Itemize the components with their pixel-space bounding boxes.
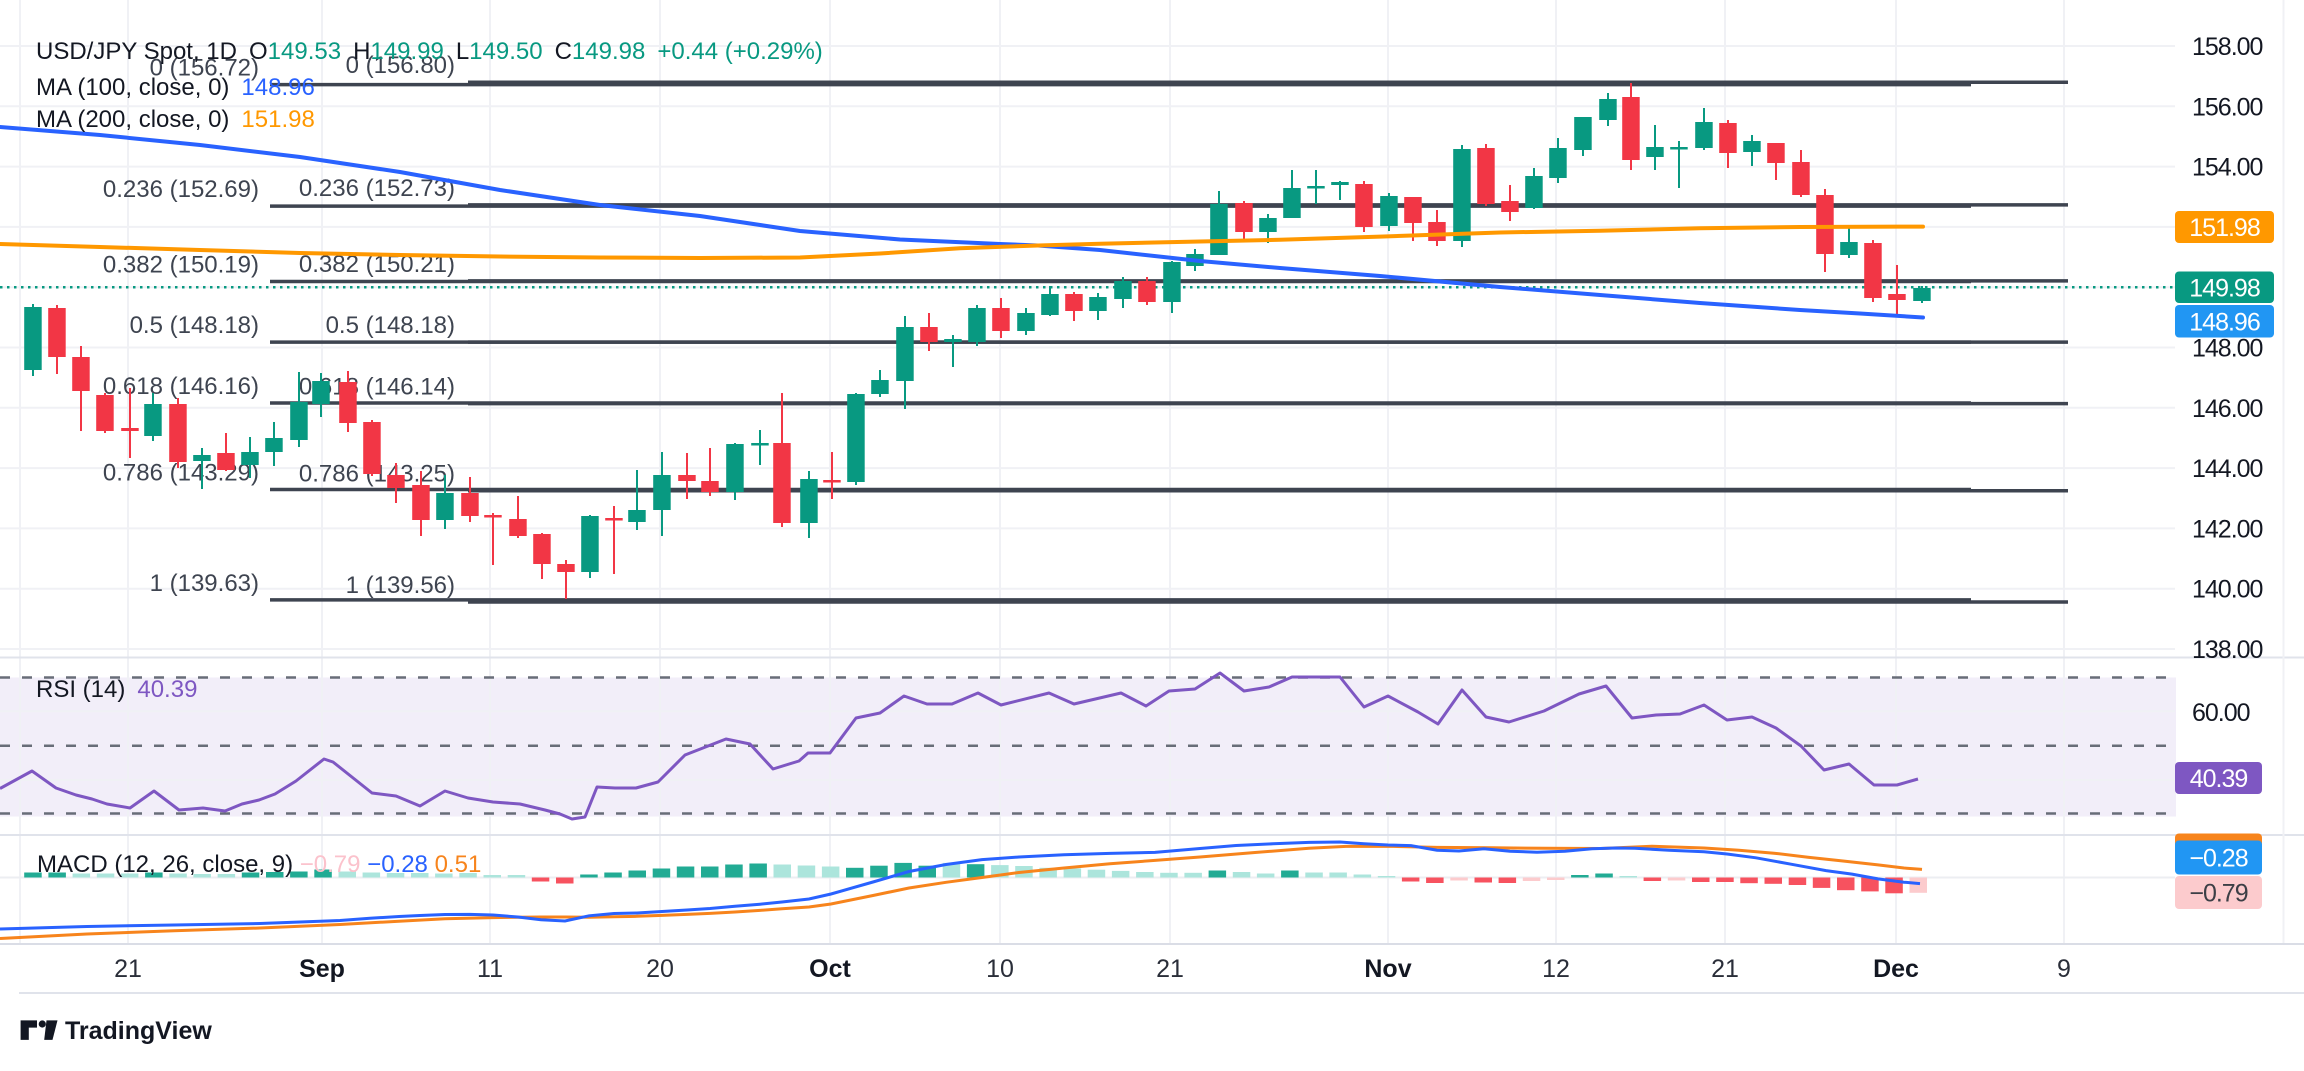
svg-text:MACD (12, 26, close, 9) −0.79: MACD (12, 26, close, 9) −0.79 −0.28 0.51 — [37, 851, 481, 878]
svg-text:MA (200, close, 0) 151.98: MA (200, close, 0) 151.98 — [36, 106, 315, 133]
svg-text:158.00: 158.00 — [2192, 33, 2263, 61]
svg-text:149.98: 149.98 — [2189, 274, 2260, 302]
svg-text:20: 20 — [646, 955, 674, 983]
svg-text:1 (139.63): 1 (139.63) — [150, 570, 259, 597]
svg-text:138.00: 138.00 — [2192, 636, 2263, 664]
svg-text:0.618 (146.16): 0.618 (146.16) — [103, 373, 259, 400]
svg-text:11: 11 — [477, 955, 503, 983]
svg-text:146.00: 146.00 — [2192, 395, 2263, 423]
svg-text:40.39: 40.39 — [2190, 765, 2248, 793]
svg-text:0.5 (148.18): 0.5 (148.18) — [326, 312, 455, 339]
svg-text:−0.79: −0.79 — [2189, 880, 2247, 908]
svg-text:0 (156.72): 0 (156.72) — [150, 55, 259, 82]
svg-text:Dec: Dec — [1873, 955, 1919, 983]
svg-text:154.00: 154.00 — [2192, 154, 2263, 182]
svg-text:144.00: 144.00 — [2192, 455, 2263, 483]
svg-text:0.236 (152.69): 0.236 (152.69) — [103, 176, 259, 203]
svg-text:0.382 (150.19): 0.382 (150.19) — [103, 252, 259, 279]
svg-text:TradingView: TradingView — [65, 1017, 212, 1045]
svg-text:0.236 (152.73): 0.236 (152.73) — [299, 175, 455, 202]
svg-text:9: 9 — [2057, 955, 2071, 983]
svg-text:151.98: 151.98 — [2189, 214, 2260, 242]
svg-text:USD/JPY Spot, 1D O149.53 H149.: USD/JPY Spot, 1D O149.53 H149.99 L149.50… — [36, 38, 823, 65]
svg-text:MA (100, close, 0) 148.96: MA (100, close, 0) 148.96 — [36, 74, 315, 101]
svg-text:156.00: 156.00 — [2192, 93, 2263, 121]
svg-text:0.5 (148.18): 0.5 (148.18) — [130, 312, 259, 339]
svg-text:148.00: 148.00 — [2192, 335, 2263, 363]
svg-text:21: 21 — [1156, 955, 1184, 983]
svg-text:10: 10 — [986, 955, 1014, 983]
svg-text:0.786 (143.29): 0.786 (143.29) — [103, 460, 259, 487]
svg-text:Sep: Sep — [299, 955, 345, 983]
svg-text:140.00: 140.00 — [2192, 576, 2263, 604]
svg-text:148.96: 148.96 — [2189, 308, 2260, 336]
svg-text:142.00: 142.00 — [2192, 515, 2263, 543]
svg-text:RSI (14) 40.39: RSI (14) 40.39 — [36, 676, 197, 703]
svg-text:21: 21 — [1711, 955, 1739, 983]
svg-text:0 (156.80): 0 (156.80) — [346, 52, 455, 79]
svg-text:21: 21 — [114, 955, 142, 983]
svg-text:12: 12 — [1542, 955, 1570, 983]
svg-text:1 (139.56): 1 (139.56) — [346, 572, 455, 599]
svg-text:60.00: 60.00 — [2192, 699, 2250, 727]
svg-text:Oct: Oct — [809, 955, 851, 983]
svg-text:−0.28: −0.28 — [2189, 845, 2247, 873]
svg-text:Nov: Nov — [1364, 955, 1411, 983]
